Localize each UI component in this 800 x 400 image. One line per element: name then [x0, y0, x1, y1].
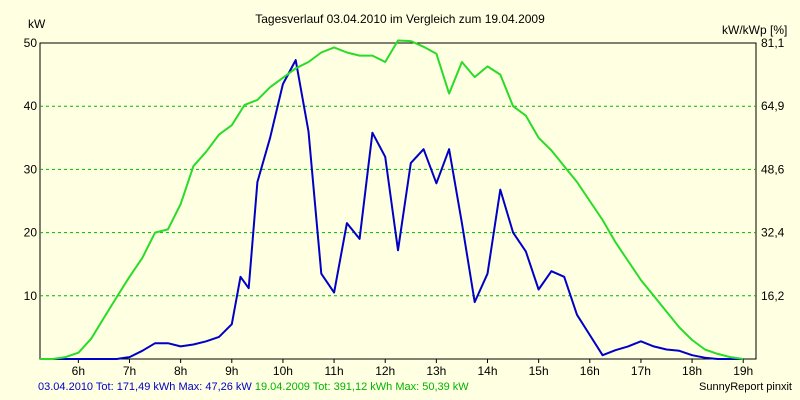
footer-brand: SunnyReport pinxit [699, 381, 792, 393]
x-tick-label: 9h [225, 364, 238, 378]
y-tick-label-right: 64,9 [761, 99, 785, 113]
x-tick-label: 10h [273, 364, 293, 378]
x-tick-label: 17h [631, 364, 651, 378]
series2-summary: 19.04.2009 Tot: 391,12 kWh Max: 50,39 kW [254, 381, 469, 393]
y-tick-label-left: 30 [24, 162, 38, 176]
x-tick-label: 19h [733, 364, 753, 378]
plot-frame [39, 42, 757, 360]
y-tick-label-right: 81,1 [761, 36, 785, 50]
y-axis-label-right: kW/kWp [%] [722, 23, 787, 37]
y-tick-label-left: 10 [24, 289, 38, 303]
x-tick-label: 7h [123, 364, 136, 378]
chart-title: Tagesverlauf 03.04.2010 im Vergleich zum… [255, 12, 545, 26]
x-tick-label: 16h [580, 364, 600, 378]
series-line-2 [40, 39, 744, 360]
x-tick-label: 8h [174, 364, 187, 378]
y-tick-label-left: 40 [24, 99, 38, 113]
y-tick-label-right: 48,6 [761, 162, 785, 176]
x-tick-label: 12h [375, 364, 395, 378]
grid [40, 105, 756, 297]
x-tick-label: 18h [682, 364, 702, 378]
series1-summary: 03.04.2010 Tot: 171,49 kWh Max: 47,26 kW [38, 381, 252, 393]
y-tick-label-left: 20 [24, 226, 38, 240]
y-axis-label-left: kW [28, 17, 46, 31]
y-tick-label-left: 50 [24, 36, 38, 50]
series-lines [40, 39, 744, 360]
series-line-1 [40, 59, 744, 360]
x-tick-label: 13h [426, 364, 446, 378]
x-tick-label: 11h [325, 364, 344, 378]
y-tick-label-right: 16,2 [761, 289, 785, 303]
ticks: 6h 7h 8h 9h 10h 11h 12h 13h 14h 15h 16h 17h 18h 19h 10… [24, 36, 785, 378]
x-tick-label: 6h [72, 364, 85, 378]
x-tick-label: 14h [477, 364, 497, 378]
footer-summary: 03.04.2010 Tot: 171,49 kWh Max: 47,26 kW… [38, 381, 469, 393]
y-tick-label-right: 32,4 [761, 226, 785, 240]
x-tick-label: 15h [529, 364, 549, 378]
